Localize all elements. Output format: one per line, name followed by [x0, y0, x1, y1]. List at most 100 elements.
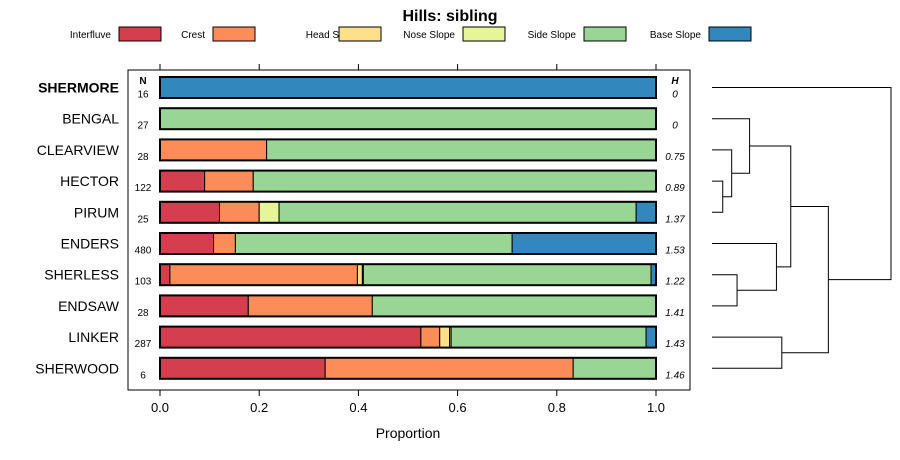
- bar-endsaw-interfluve: [159, 294, 249, 317]
- bar-outline-endsaw: [159, 294, 657, 318]
- row-label-bengal: BENGAL: [62, 111, 119, 127]
- row-label-linker: LINKER: [68, 329, 119, 345]
- dendrogram-merge-0: [712, 180, 724, 213]
- row-label-shermore: SHERMORE: [38, 80, 119, 96]
- dendrogram-merge-3: [712, 274, 738, 307]
- bar-outline-sherless: [159, 263, 657, 287]
- h-value-sherwood: 1.46: [665, 370, 685, 381]
- h-value-endsaw: 1.41: [665, 308, 684, 319]
- n-value-linker: 287: [135, 339, 152, 350]
- bar-clearview-crest: [159, 138, 268, 161]
- h-value-hector: 0.89: [665, 183, 685, 194]
- bar-pirum-crest: [219, 201, 260, 224]
- bar-outline-pirum: [159, 200, 657, 224]
- bar-endsaw-side-slope: [371, 294, 657, 317]
- x-tick-label-2: 0.4: [349, 400, 367, 415]
- bar-outline-clearview: [159, 138, 657, 162]
- bar-sherless-crest: [169, 263, 358, 286]
- bar-outline-enders: [159, 232, 657, 255]
- legend-label-crest: Crest: [181, 30, 205, 41]
- dendrogram-merge-2: [712, 118, 751, 174]
- legend-label-head-slope: Head Slope: [306, 30, 359, 41]
- x-tick-label-3: 0.6: [449, 400, 467, 415]
- legend-label-interfluve: Interfluve: [70, 30, 112, 41]
- dendrogram-merge-1: [712, 149, 733, 198]
- bar-linker-head-slope: [439, 326, 451, 349]
- bar-linker-crest: [420, 326, 441, 349]
- row-label-endsaw: ENDSAW: [58, 298, 120, 314]
- h-value-clearview: 0.75: [665, 152, 685, 163]
- bar-enders-crest: [213, 232, 236, 255]
- bar-endsaw-crest: [247, 294, 373, 317]
- legend-label-base-slope: Base Slope: [650, 30, 702, 41]
- x-axis-label: Proportion: [376, 425, 441, 441]
- n-value-bengal: 27: [137, 121, 149, 132]
- chart-title: Hills: sibling: [402, 8, 497, 25]
- h-value-enders: 1.53: [665, 246, 685, 257]
- x-tick-label-0: 0.0: [151, 400, 169, 415]
- n-value-endsaw: 28: [137, 308, 149, 319]
- bar-clearview-side-slope: [266, 138, 657, 161]
- bar-outline-bengal: [159, 107, 657, 131]
- row-labels: SHERMORE 16 0 BENGAL 27 0 CLEARVIEW 28 0.75 HECTO…: [35, 80, 685, 382]
- legend-label-side-slope: Side Slope: [528, 30, 577, 41]
- legend-swatch-head-slope: [338, 26, 382, 42]
- row-label-enders: ENDERS: [61, 236, 119, 252]
- bar-linker-base-slope: [645, 326, 657, 349]
- bar-hector-interfluve: [159, 170, 206, 193]
- bar-pirum-interfluve: [159, 201, 221, 224]
- legend: Interfluve Crest Head Slope Nose Slope Side …: [70, 26, 752, 42]
- h-value-pirum: 1.37: [665, 214, 685, 225]
- n-value-clearview: 28: [137, 152, 149, 163]
- h-value-sherless: 1.22: [665, 277, 685, 288]
- bar-linker-interfluve: [159, 326, 422, 349]
- row-label-sherwood: SHERWOOD: [35, 360, 119, 376]
- n-column-header: N: [139, 76, 146, 87]
- x-tick-label-4: 0.8: [548, 400, 566, 415]
- bars: [159, 76, 657, 380]
- bar-sherwood-interfluve: [159, 357, 326, 380]
- n-value-pirum: 25: [137, 214, 149, 225]
- n-value-enders: 480: [135, 246, 152, 257]
- bar-sherless-interfluve: [159, 263, 171, 286]
- bar-sherwood-side-slope: [572, 357, 657, 380]
- x-axis: 0.0 0.2 0.4 0.6 0.8 1.0: [151, 64, 665, 415]
- bar-outline-linker: [159, 325, 657, 349]
- bar-enders-side-slope: [234, 232, 513, 255]
- legend-swatch-crest: [212, 26, 256, 42]
- h-value-bengal: 0: [672, 121, 678, 132]
- row-label-pirum: PIRUM: [74, 204, 119, 220]
- bar-shermore-base-slope: [159, 76, 657, 99]
- row-label-hector: HECTOR: [60, 173, 119, 189]
- bar-sherless-head-slope: [356, 263, 363, 286]
- dendrogram-merge-4: [712, 243, 777, 291]
- h-value-shermore: 0: [672, 90, 678, 101]
- legend-swatch-base-slope: [708, 26, 752, 42]
- bar-pirum-side-slope: [278, 201, 637, 224]
- bar-outline-sherwood: [159, 356, 657, 380]
- dendrogram-merge-5: [749, 145, 792, 268]
- legend-swatch-side-slope: [583, 26, 627, 42]
- bar-sherless-side-slope: [362, 263, 652, 286]
- dendrogram-merge-6: [712, 336, 783, 369]
- legend-swatch-interfluve: [118, 26, 162, 42]
- bar-linker-side-slope: [450, 326, 647, 349]
- h-value-linker: 1.43: [665, 339, 685, 350]
- row-label-sherless: SHERLESS: [44, 267, 119, 283]
- h-column-header: H: [671, 76, 679, 87]
- dendrogram: [712, 87, 892, 369]
- bar-outline-hector: [159, 169, 657, 193]
- bar-enders-base-slope: [511, 232, 657, 255]
- plot-frame: [127, 69, 691, 391]
- legend-swatch-nose-slope: [462, 26, 506, 42]
- bar-hector-crest: [204, 170, 254, 193]
- bar-sherwood-crest: [324, 357, 574, 380]
- n-value-hector: 122: [135, 183, 152, 194]
- n-value-sherwood: 6: [140, 370, 146, 381]
- bar-pirum-nose-slope: [258, 201, 280, 224]
- bar-enders-interfluve: [159, 232, 215, 255]
- x-tick-label-5: 1.0: [647, 400, 665, 415]
- bar-hector-side-slope: [252, 170, 657, 193]
- bar-outline-shermore: [159, 76, 657, 99]
